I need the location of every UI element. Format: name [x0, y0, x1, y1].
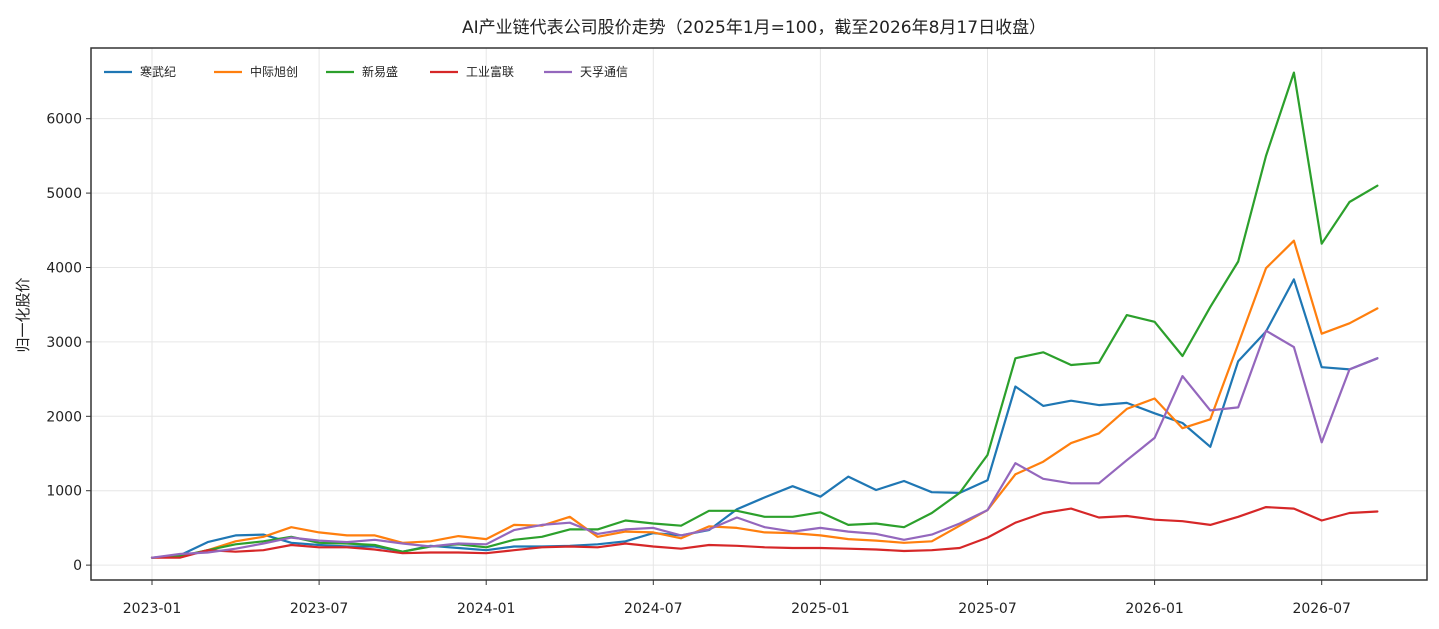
legend-label: 寒武纪: [140, 64, 176, 79]
y-tick-label: 0: [73, 558, 82, 574]
series-line-4: [150, 506, 1379, 559]
y-tick-label: 3000: [46, 335, 82, 351]
y-tick-label: 4000: [46, 260, 82, 276]
y-tick-label: 2000: [46, 409, 82, 425]
x-tick-label: 2024-01: [457, 601, 516, 617]
x-tick-label: 2025-01: [791, 601, 850, 617]
x-tick-label: 2023-07: [290, 601, 349, 617]
legend-label: 工业富联: [466, 64, 514, 79]
series-lines: [150, 71, 1379, 559]
legend: 寒武纪 中际旭创 新易盛 工业富联 天孚通信: [104, 64, 628, 79]
x-tick-label: 2026-01: [1125, 601, 1184, 617]
y-tick-label: 6000: [46, 112, 82, 128]
x-tick-label: 2024-07: [624, 601, 683, 617]
y-axis-ticks: 0 1000 2000 3000 4000 5000 6000: [46, 112, 91, 574]
legend-label: 中际旭创: [250, 64, 298, 79]
chart-title: AI产业链代表公司股价走势（2025年1月=100，截至2026年8月17日收盘…: [462, 18, 1046, 38]
series-line-3: [150, 71, 1379, 559]
x-axis-ticks: 2023-01 2023-07 2024-01 2024-07 2025-01 2025-…: [123, 580, 1351, 617]
y-axis-label: 归一化股价: [14, 277, 32, 352]
series-line-5: [150, 329, 1379, 559]
plot-frame: [90, 47, 1428, 581]
series-line-2: [150, 239, 1379, 559]
legend-label: 天孚通信: [580, 65, 628, 79]
x-tick-label: 2025-07: [958, 601, 1017, 617]
y-tick-label: 5000: [46, 186, 82, 202]
y-tick-label: 1000: [46, 484, 82, 500]
legend-label: 新易盛: [362, 64, 398, 79]
grid: [91, 48, 1427, 580]
x-tick-label: 2023-01: [123, 601, 182, 617]
x-tick-label: 2026-07: [1292, 601, 1351, 617]
